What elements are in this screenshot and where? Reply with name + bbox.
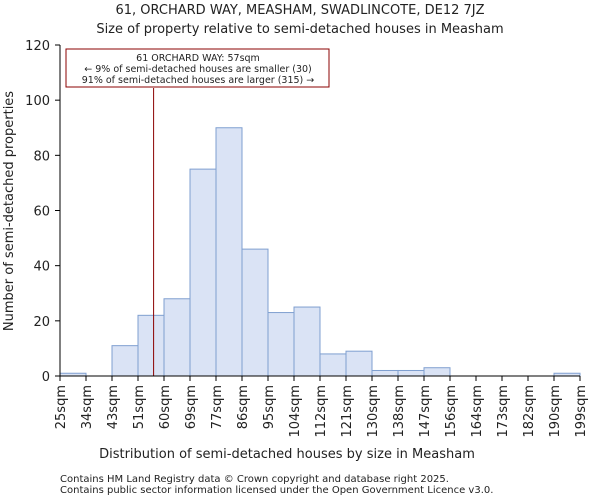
footer-line-1: Contains HM Land Registry data © Crown c… — [60, 474, 449, 485]
bar-130sqm — [371, 369, 399, 377]
x-tick-label: 182sqm — [522, 385, 537, 438]
bars-layer — [59, 127, 581, 377]
y-tick-label: 20 — [33, 315, 50, 330]
x-tick-label: 199sqm — [574, 385, 589, 438]
annotation-line-3: 91% of semi-detached houses are larger (… — [82, 75, 315, 86]
y-tick-label: 100 — [25, 94, 50, 109]
y-tick-label: 120 — [25, 39, 50, 54]
bar-51sqm — [137, 314, 165, 377]
x-axis-label: Distribution of semi-detached houses by … — [99, 447, 475, 462]
x-tick-label: 95sqm — [262, 385, 277, 429]
x-tick-label: 25sqm — [54, 385, 69, 429]
y-tick-label: 80 — [33, 149, 50, 164]
y-tick-label: 40 — [33, 260, 50, 275]
bar-138sqm — [397, 369, 425, 377]
x-tick-label: 156sqm — [444, 385, 459, 438]
x-ticks: 25sqm 34sqm 43sqm 51sqm 60sqm 69sqm 77sqm 86sqm… — [54, 376, 589, 438]
x-tick-label: 164sqm — [470, 385, 485, 438]
annotation-border — [65, 48, 330, 88]
bar-86sqm — [241, 248, 269, 377]
x-tick-label: 104sqm — [288, 385, 303, 438]
x-tick-label: 121sqm — [340, 385, 355, 438]
bar-147sqm — [423, 367, 451, 377]
y-ticks: 0 20 40 60 80 100 120 — [25, 39, 60, 385]
annotation-box: 61 ORCHARD WAY: 57sqm ← 9% of semi-detac… — [65, 48, 330, 88]
x-tick-label: 86sqm — [236, 385, 251, 429]
bar-95sqm — [267, 312, 295, 377]
x-tick-label: 51sqm — [132, 385, 147, 429]
x-tick-label: 190sqm — [548, 385, 563, 438]
y-tick-label: 0 — [42, 370, 50, 385]
bar-121sqm — [345, 350, 373, 377]
bar-69sqm — [189, 168, 217, 377]
y-axis-label: Number of semi-detached properties — [2, 91, 17, 331]
footer-line-2: Contains public sector information licen… — [60, 485, 493, 496]
x-tick-label: 138sqm — [392, 385, 407, 438]
bar-77sqm — [215, 127, 243, 377]
bar-112sqm — [319, 353, 347, 377]
bar-60sqm — [163, 298, 191, 377]
x-tick-label: 173sqm — [496, 385, 511, 438]
x-tick-label: 43sqm — [106, 385, 121, 429]
x-tick-label: 130sqm — [366, 385, 381, 438]
annotation-line-1: 61 ORCHARD WAY: 57sqm — [136, 53, 260, 64]
x-tick-label: 77sqm — [210, 385, 225, 429]
bar-104sqm — [293, 306, 321, 377]
annotation-line-2: ← 9% of semi-detached houses are smaller… — [84, 64, 312, 75]
x-tick-label: 147sqm — [418, 385, 433, 438]
x-tick-label: 34sqm — [80, 385, 95, 429]
chart-title: 61, ORCHARD WAY, MEASHAM, SWADLINCOTE, D… — [115, 3, 484, 18]
chart-subtitle: Size of property relative to semi-detach… — [96, 22, 503, 37]
bar-43sqm — [111, 345, 139, 377]
x-tick-label: 112sqm — [314, 385, 329, 438]
y-tick-label: 60 — [33, 205, 50, 220]
x-tick-label: 69sqm — [184, 385, 199, 429]
x-tick-label: 60sqm — [158, 385, 173, 429]
